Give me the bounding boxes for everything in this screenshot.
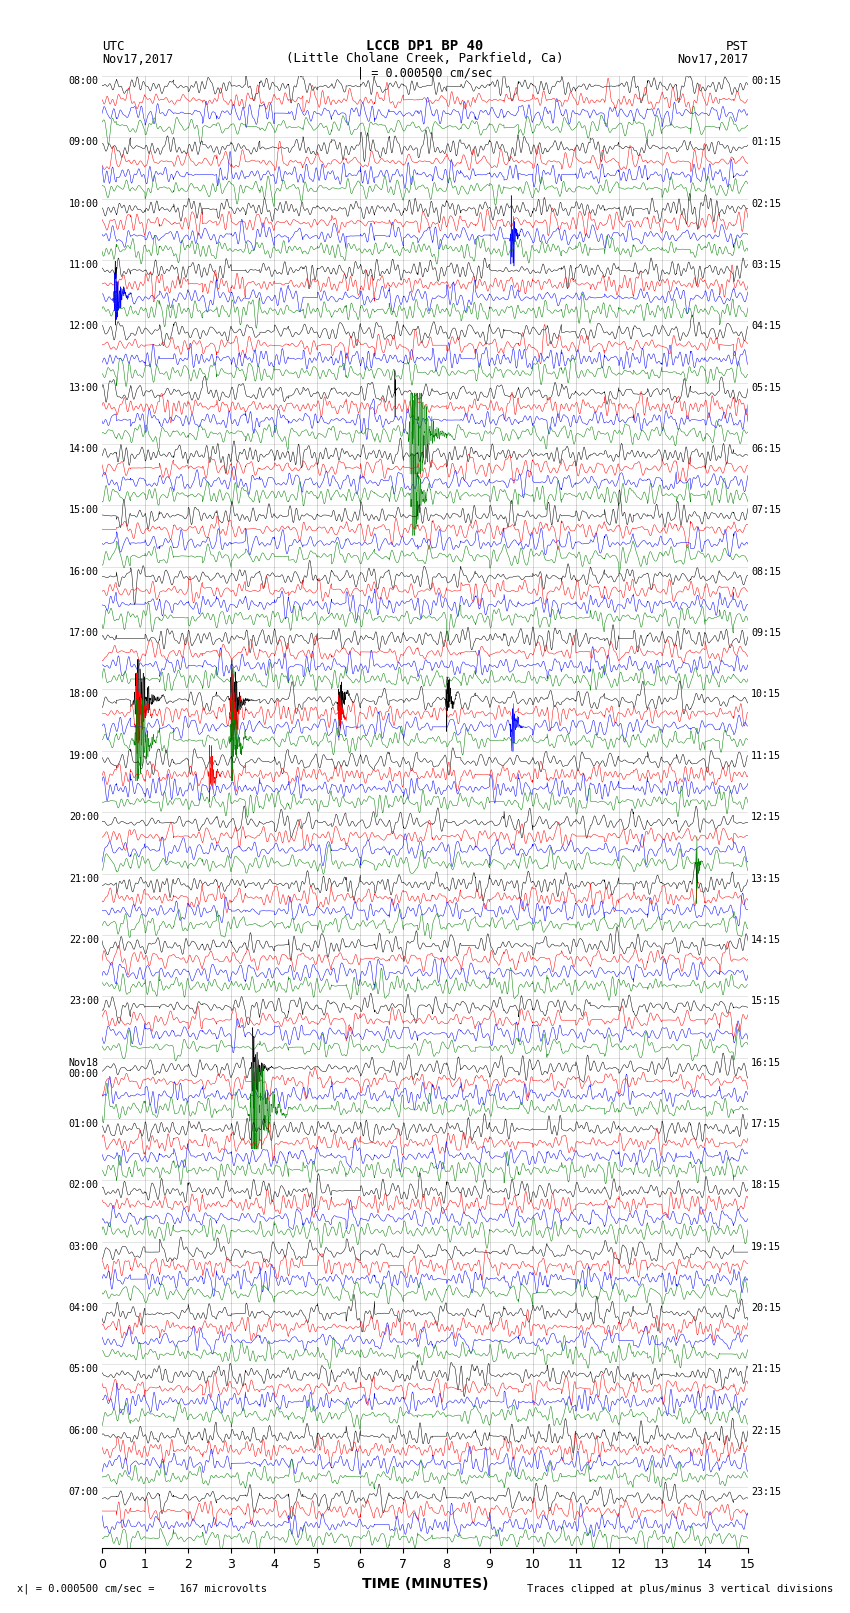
Text: 09:15: 09:15 — [751, 627, 781, 639]
Text: | = 0.000500 cm/sec: | = 0.000500 cm/sec — [357, 66, 493, 79]
Text: 03:15: 03:15 — [751, 260, 781, 269]
Text: 13:15: 13:15 — [751, 874, 781, 884]
Text: 18:00: 18:00 — [69, 689, 99, 700]
Text: 23:15: 23:15 — [751, 1487, 781, 1497]
Text: PST: PST — [726, 40, 748, 53]
Text: 03:00: 03:00 — [69, 1242, 99, 1252]
Text: 22:15: 22:15 — [751, 1426, 781, 1436]
Text: 05:15: 05:15 — [751, 382, 781, 392]
Text: 17:15: 17:15 — [751, 1119, 781, 1129]
Text: 17:00: 17:00 — [69, 627, 99, 639]
Text: 14:15: 14:15 — [751, 936, 781, 945]
Text: 21:00: 21:00 — [69, 874, 99, 884]
Text: 20:00: 20:00 — [69, 813, 99, 823]
Text: 06:15: 06:15 — [751, 444, 781, 453]
Text: 14:00: 14:00 — [69, 444, 99, 453]
Text: (Little Cholane Creek, Parkfield, Ca): (Little Cholane Creek, Parkfield, Ca) — [286, 52, 564, 65]
Text: LCCB DP1 BP 40: LCCB DP1 BP 40 — [366, 39, 484, 53]
Text: 01:15: 01:15 — [751, 137, 781, 147]
Text: 22:00: 22:00 — [69, 936, 99, 945]
Text: UTC: UTC — [102, 40, 124, 53]
Text: 06:00: 06:00 — [69, 1426, 99, 1436]
Text: 04:15: 04:15 — [751, 321, 781, 331]
Text: 10:00: 10:00 — [69, 198, 99, 208]
Text: 16:15: 16:15 — [751, 1058, 781, 1068]
Text: 19:00: 19:00 — [69, 750, 99, 761]
Text: 10:15: 10:15 — [751, 689, 781, 700]
Text: 08:00: 08:00 — [69, 76, 99, 85]
Text: 08:15: 08:15 — [751, 566, 781, 577]
Text: 02:15: 02:15 — [751, 198, 781, 208]
Text: 02:00: 02:00 — [69, 1181, 99, 1190]
Text: 19:15: 19:15 — [751, 1242, 781, 1252]
X-axis label: TIME (MINUTES): TIME (MINUTES) — [362, 1578, 488, 1590]
Text: 20:15: 20:15 — [751, 1303, 781, 1313]
Text: 15:15: 15:15 — [751, 997, 781, 1007]
Text: 16:00: 16:00 — [69, 566, 99, 577]
Text: x| = 0.000500 cm/sec =    167 microvolts: x| = 0.000500 cm/sec = 167 microvolts — [17, 1582, 267, 1594]
Text: 23:00: 23:00 — [69, 997, 99, 1007]
Text: 09:00: 09:00 — [69, 137, 99, 147]
Text: 07:15: 07:15 — [751, 505, 781, 515]
Text: Nov18
00:00: Nov18 00:00 — [69, 1058, 99, 1079]
Text: 12:00: 12:00 — [69, 321, 99, 331]
Text: 11:15: 11:15 — [751, 750, 781, 761]
Text: 12:15: 12:15 — [751, 813, 781, 823]
Text: 18:15: 18:15 — [751, 1181, 781, 1190]
Text: 11:00: 11:00 — [69, 260, 99, 269]
Text: Nov17,2017: Nov17,2017 — [102, 53, 173, 66]
Text: 01:00: 01:00 — [69, 1119, 99, 1129]
Text: 00:15: 00:15 — [751, 76, 781, 85]
Text: Nov17,2017: Nov17,2017 — [677, 53, 748, 66]
Text: 21:15: 21:15 — [751, 1365, 781, 1374]
Text: 13:00: 13:00 — [69, 382, 99, 392]
Text: 15:00: 15:00 — [69, 505, 99, 515]
Text: Traces clipped at plus/minus 3 vertical divisions: Traces clipped at plus/minus 3 vertical … — [527, 1584, 833, 1594]
Text: 05:00: 05:00 — [69, 1365, 99, 1374]
Text: 07:00: 07:00 — [69, 1487, 99, 1497]
Text: 04:00: 04:00 — [69, 1303, 99, 1313]
